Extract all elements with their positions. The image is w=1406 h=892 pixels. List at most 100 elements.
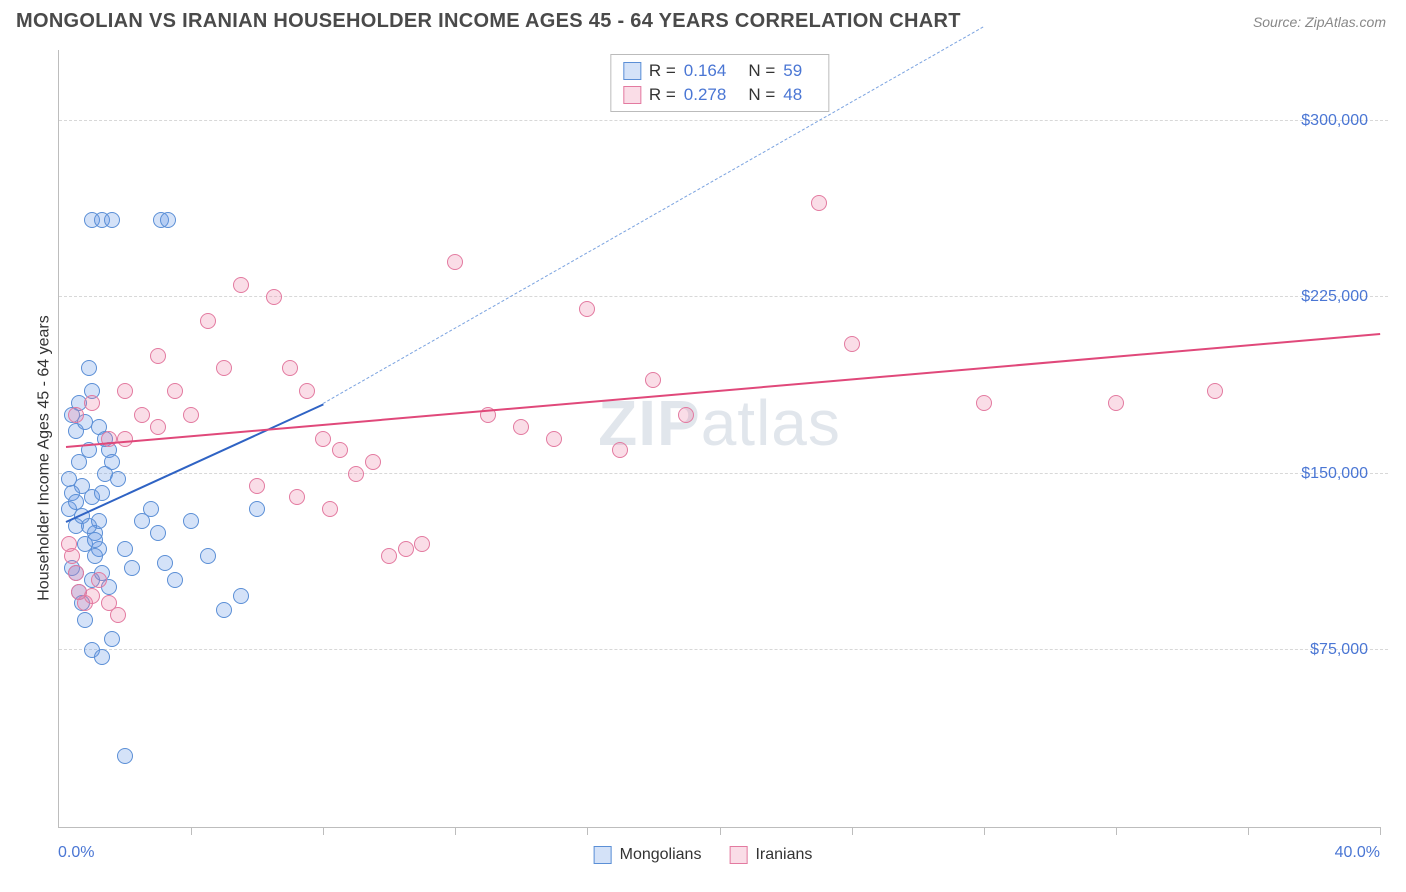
gridline (59, 296, 1388, 297)
data-point (167, 383, 183, 399)
y-axis-label: Householder Income Ages 45 - 64 years (36, 315, 54, 601)
chart-area: Householder Income Ages 45 - 64 years ZI… (16, 40, 1390, 876)
watermark-rest: atlas (701, 387, 841, 459)
n-label: N = (748, 85, 775, 105)
gridline (59, 649, 1388, 650)
data-point (398, 541, 414, 557)
data-point (332, 442, 348, 458)
plot-region: ZIPatlas R =0.164N =59R =0.278N =48 $75,… (58, 50, 1380, 828)
data-point (183, 407, 199, 423)
data-point (183, 513, 199, 529)
data-point (200, 313, 216, 329)
data-point (167, 572, 183, 588)
data-point (546, 431, 562, 447)
data-point (84, 588, 100, 604)
data-point (160, 212, 176, 228)
data-point (157, 555, 173, 571)
legend-swatch (594, 846, 612, 864)
legend-swatch (729, 846, 747, 864)
data-point (77, 612, 93, 628)
data-point (266, 289, 282, 305)
data-point (94, 649, 110, 665)
data-point (811, 195, 827, 211)
y-tick-label: $300,000 (1301, 112, 1368, 130)
data-point (110, 607, 126, 623)
data-point (104, 212, 120, 228)
data-point (87, 548, 103, 564)
data-point (844, 336, 860, 352)
series-legend: Mongolians Iranians (594, 846, 813, 864)
data-point (110, 471, 126, 487)
data-point (91, 572, 107, 588)
data-point (322, 501, 338, 517)
data-point (143, 501, 159, 517)
x-tick (852, 827, 853, 835)
data-point (117, 431, 133, 447)
data-point (513, 419, 529, 435)
data-point (117, 748, 133, 764)
data-point (150, 348, 166, 364)
x-tick (1116, 827, 1117, 835)
data-point (87, 532, 103, 548)
x-axis-min-label: 0.0% (58, 844, 94, 862)
data-point (233, 588, 249, 604)
chart-title: MONGOLIAN VS IRANIAN HOUSEHOLDER INCOME … (16, 10, 961, 33)
stats-row: R = 0.278 N = 48 (623, 83, 816, 107)
data-point (289, 489, 305, 505)
trend-line (66, 333, 1381, 448)
data-point (381, 548, 397, 564)
r-value: 0.164 (684, 61, 727, 81)
data-point (216, 602, 232, 618)
data-point (299, 383, 315, 399)
data-point (200, 548, 216, 564)
data-point (150, 525, 166, 541)
data-point (94, 485, 110, 501)
data-point (249, 478, 265, 494)
stats-row: R = 0.164 N = 59 (623, 59, 816, 83)
x-tick (1380, 827, 1381, 835)
r-label: R = (649, 85, 676, 105)
data-point (1207, 383, 1223, 399)
legend-label: Iranians (755, 846, 812, 864)
data-point (104, 454, 120, 470)
data-point (64, 548, 80, 564)
chart-header: MONGOLIAN VS IRANIAN HOUSEHOLDER INCOME … (0, 0, 1406, 41)
data-point (612, 442, 628, 458)
n-label: N = (748, 61, 775, 81)
data-point (645, 372, 661, 388)
x-tick (191, 827, 192, 835)
n-value: 59 (783, 61, 802, 81)
x-tick (984, 827, 985, 835)
legend-swatch (623, 62, 641, 80)
data-point (315, 431, 331, 447)
gridline (59, 473, 1388, 474)
data-point (678, 407, 694, 423)
legend-item: Iranians (729, 846, 812, 864)
n-value: 48 (783, 85, 802, 105)
data-point (68, 407, 84, 423)
data-point (84, 395, 100, 411)
x-tick (455, 827, 456, 835)
data-point (150, 419, 166, 435)
r-value: 0.278 (684, 85, 727, 105)
gridline (59, 120, 1388, 121)
x-tick (720, 827, 721, 835)
data-point (124, 560, 140, 576)
data-point (233, 277, 249, 293)
data-point (68, 565, 84, 581)
x-tick (1248, 827, 1249, 835)
data-point (134, 407, 150, 423)
data-point (216, 360, 232, 376)
data-point (414, 536, 430, 552)
data-point (976, 395, 992, 411)
data-point (348, 466, 364, 482)
legend-swatch (623, 86, 641, 104)
r-label: R = (649, 61, 676, 81)
y-tick-label: $225,000 (1301, 288, 1368, 306)
legend-label: Mongolians (620, 846, 702, 864)
data-point (117, 383, 133, 399)
data-point (447, 254, 463, 270)
y-tick-label: $75,000 (1310, 641, 1368, 659)
x-axis-max-label: 40.0% (1335, 844, 1380, 862)
source-attribution: Source: ZipAtlas.com (1253, 14, 1386, 30)
